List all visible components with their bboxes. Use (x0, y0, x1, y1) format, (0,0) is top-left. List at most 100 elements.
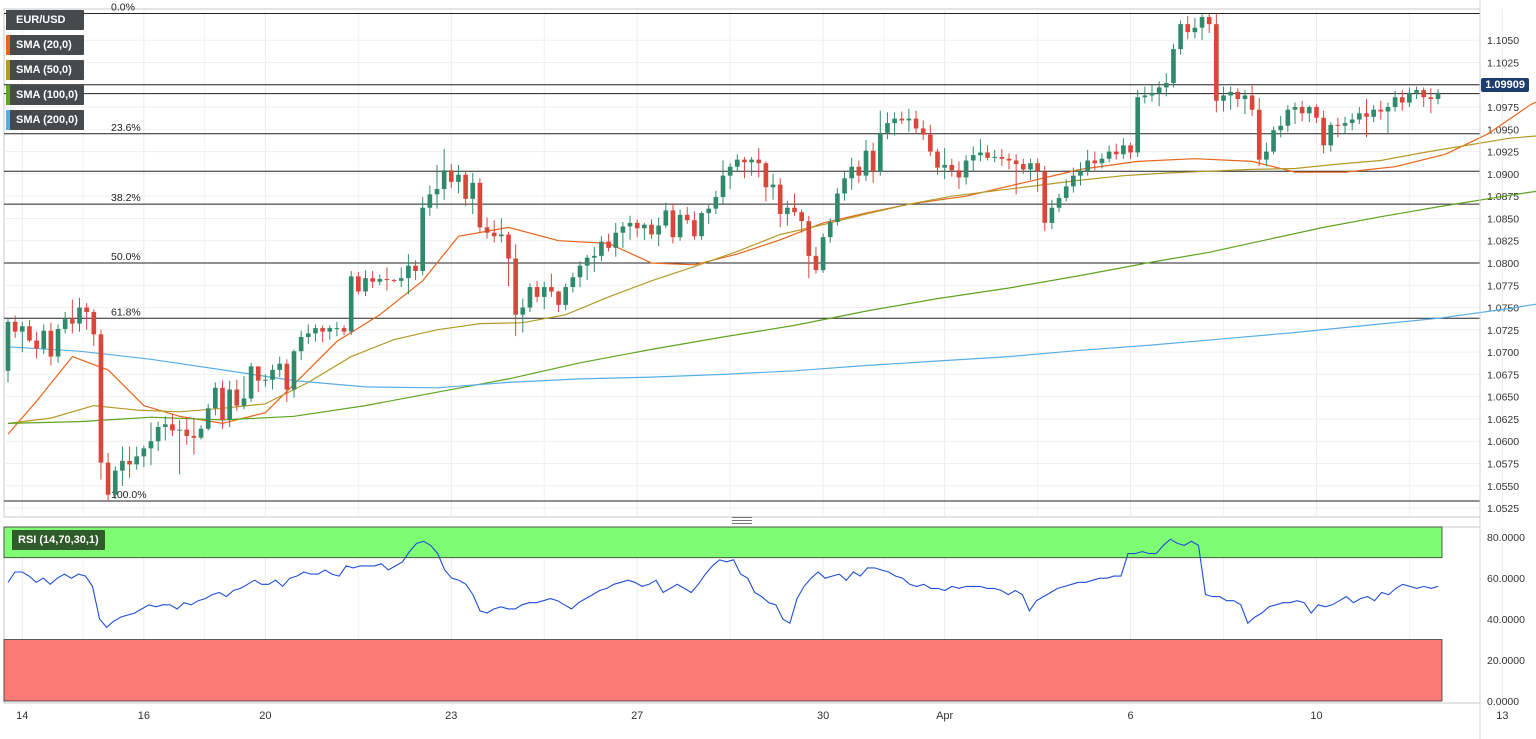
candle-body (820, 237, 826, 271)
sma-line (7, 303, 1536, 389)
candle-body (928, 134, 933, 152)
candle-body (634, 222, 640, 229)
symbol-label: EUR/USD (16, 14, 66, 26)
candle-body (348, 276, 354, 332)
x-tick-label: 10 (1310, 710, 1322, 722)
rsi-y-tick-label: 40.0000 (1487, 614, 1525, 626)
fibonacci-label: 100.0% (111, 489, 147, 501)
candle-body (913, 118, 919, 129)
candle-body (1035, 163, 1040, 172)
candle-body (170, 424, 175, 431)
candle-body (885, 123, 890, 133)
fibonacci-label: 0.0% (111, 1, 135, 13)
candle-body (556, 291, 561, 305)
candle-body (642, 224, 647, 229)
candle-body (985, 152, 990, 158)
candle-body (19, 326, 25, 332)
x-tick-label: 20 (259, 710, 271, 722)
candle-body (513, 258, 518, 315)
candle-body (127, 460, 132, 465)
candle-body (227, 389, 232, 420)
y-tick-label: 1.0950 (1487, 124, 1519, 136)
candle-body (1385, 107, 1391, 112)
legend-sma-200[interactable]: SMA (200,0) (6, 110, 84, 130)
candle-body (277, 363, 283, 370)
candle-body (899, 118, 905, 121)
candle-body (1249, 95, 1255, 110)
y-tick-label: 1.0700 (1487, 347, 1519, 359)
x-tick-label: 16 (138, 710, 150, 722)
candle-body (1199, 17, 1205, 28)
candle-body (1028, 163, 1033, 170)
sma-line (7, 190, 1536, 424)
candle-body (305, 333, 311, 337)
candle-body (563, 287, 569, 305)
candle-body (1013, 160, 1019, 165)
candle-body (1328, 124, 1334, 146)
pane-resize-handle[interactable] (732, 517, 752, 524)
legend-symbol[interactable]: EUR/USD (6, 10, 84, 30)
x-tick-label: 14 (16, 710, 28, 722)
sma-20-swatch (6, 35, 10, 55)
candle-body (148, 441, 154, 449)
candle-body (1163, 82, 1169, 88)
candle-body (1228, 91, 1233, 96)
x-tick-label: 23 (445, 710, 457, 722)
candle-body (41, 330, 47, 349)
fibonacci-label: 50.0% (111, 251, 141, 263)
y-tick-label: 1.0875 (1487, 191, 1519, 203)
candle-body (191, 435, 197, 438)
candle-body (1149, 92, 1155, 96)
rsi-legend[interactable]: RSI (14,70,30,1) (8, 530, 105, 550)
candle-body (55, 328, 61, 357)
candle-body (1156, 87, 1162, 93)
candle-body (1042, 171, 1048, 223)
candle-body (313, 328, 318, 334)
candle-body (91, 312, 97, 335)
candle-body (806, 221, 812, 256)
candle-body (1364, 113, 1369, 117)
candle-body (692, 220, 697, 237)
y-tick-label: 1.0975 (1487, 102, 1519, 114)
candle-body (327, 328, 333, 332)
candle-body (1399, 97, 1405, 103)
candle-body (813, 255, 819, 271)
candle-body (1006, 158, 1012, 161)
legend-sma-50[interactable]: SMA (50,0) (6, 60, 84, 80)
candle-body (284, 363, 290, 390)
sma-100-swatch (6, 85, 10, 105)
candle-body (599, 241, 604, 256)
candle-body (1221, 95, 1226, 101)
candle-body (263, 379, 268, 381)
candle-body (670, 210, 676, 238)
candle-body (384, 279, 390, 281)
candle-body (649, 224, 654, 235)
indicator-legend: EUR/USD SMA (20,0) SMA (50,0) SMA (100,0… (6, 10, 84, 130)
sma-50-label: SMA (50,0) (16, 64, 72, 76)
candle-body (1063, 186, 1069, 198)
candle-body (84, 307, 89, 313)
candle-body (477, 182, 483, 228)
candle-body (713, 197, 719, 209)
candle-body (892, 118, 897, 124)
candle-body (463, 174, 468, 199)
sma-20-label: SMA (20,0) (16, 39, 72, 51)
y-tick-label: 1.0850 (1487, 213, 1519, 225)
current-price-badge: 1.09909 (1481, 78, 1529, 92)
candle-body (570, 277, 576, 288)
legend-sma-100[interactable]: SMA (100,0) (6, 85, 84, 105)
candle-body (699, 213, 704, 237)
y-tick-label: 1.0675 (1487, 369, 1519, 381)
candle-body (970, 155, 976, 161)
candle-body (456, 174, 461, 182)
candle-body (1271, 130, 1276, 152)
candle-body (1142, 95, 1148, 98)
candle-body (391, 279, 397, 281)
candle-body (656, 225, 661, 235)
candle-body (1106, 151, 1112, 159)
candle-body (842, 178, 847, 194)
candle-body (484, 227, 490, 233)
legend-sma-20[interactable]: SMA (20,0) (6, 35, 84, 55)
candle-body (720, 175, 726, 198)
y-tick-label: 1.0925 (1487, 147, 1519, 159)
